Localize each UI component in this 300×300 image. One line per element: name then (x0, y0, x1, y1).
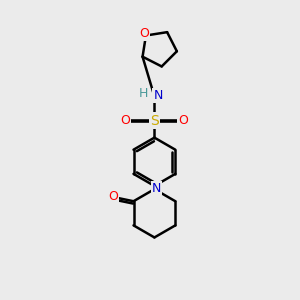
Text: O: O (139, 27, 149, 40)
Text: O: O (109, 190, 118, 203)
Text: O: O (121, 114, 130, 127)
Text: H: H (139, 87, 148, 100)
Text: S: S (150, 114, 159, 128)
Text: N: N (152, 182, 161, 195)
Text: O: O (178, 114, 188, 127)
Text: N: N (153, 89, 163, 102)
